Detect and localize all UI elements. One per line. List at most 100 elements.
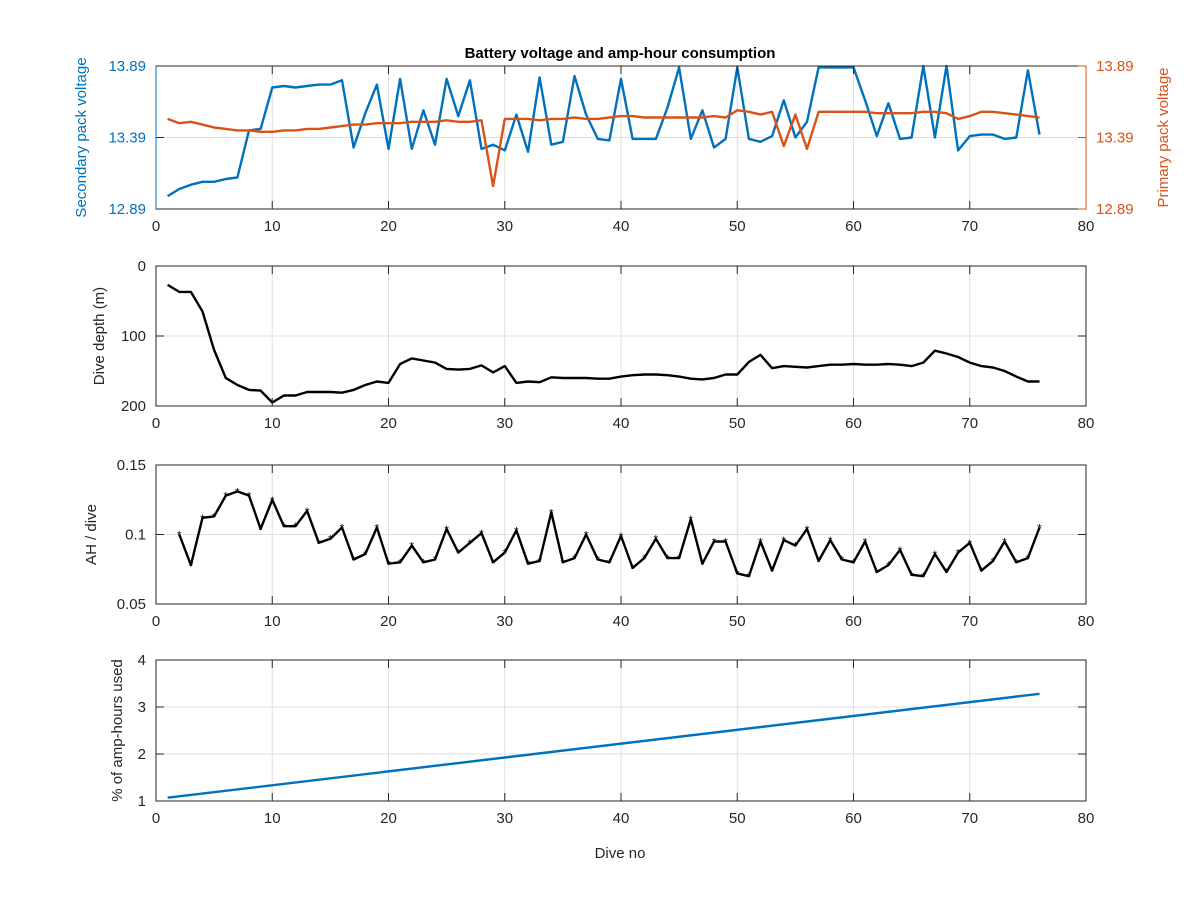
y-tick-label: 100 (121, 328, 146, 345)
x-tick-label: 80 (1078, 810, 1095, 827)
x-tick-label: 80 (1078, 218, 1095, 235)
x-tick-label: 30 (496, 415, 513, 432)
data-point-marker: * (770, 565, 775, 579)
x-tick-label: 10 (264, 415, 281, 432)
data-point-marker: * (270, 494, 275, 508)
data-point-marker: * (851, 556, 856, 570)
data-point-marker: * (421, 556, 426, 570)
data-point-marker: * (282, 520, 287, 534)
data-point-marker: * (584, 529, 589, 543)
data-point-marker: * (781, 534, 786, 548)
data-point-marker: * (1002, 535, 1007, 549)
y-tick-label: 3 (138, 699, 146, 716)
x-tick-label: 0 (152, 218, 160, 235)
data-point-marker: * (688, 513, 693, 527)
x-tick-label: 40 (613, 613, 630, 630)
data-point-marker: * (816, 555, 821, 569)
data-point-marker: * (398, 556, 403, 570)
data-point-marker: * (537, 555, 542, 569)
x-tick-label: 30 (496, 810, 513, 827)
x-tick-label: 50 (729, 415, 746, 432)
x-tick-label: 70 (961, 613, 978, 630)
data-point-marker: * (549, 506, 554, 520)
data-point-marker: * (247, 490, 252, 504)
data-point-marker: * (863, 535, 868, 549)
data-point-marker: * (340, 522, 345, 536)
data-point-marker: * (991, 555, 996, 569)
data-point-marker: * (840, 554, 845, 568)
data-point-marker: * (619, 530, 624, 544)
data-point-marker: * (177, 529, 182, 543)
x-tick-label: 50 (729, 218, 746, 235)
data-point-marker: * (212, 510, 217, 524)
data-point-marker: * (409, 540, 414, 554)
x-tick-label: 10 (264, 218, 281, 235)
data-point-marker: * (712, 535, 717, 549)
y-axis-label: AH / dive (83, 504, 100, 565)
y-tick-label: 13.89 (108, 58, 146, 75)
amp-hours-used-panel: 0 10 20 30 40 50 60 70 80 1 2 3 4 % of amp-hours used (109, 652, 1094, 827)
data-point-marker: * (316, 537, 321, 551)
x-tick-label: 40 (613, 415, 630, 432)
data-point-marker: * (933, 548, 938, 562)
data-point-marker: * (654, 533, 659, 547)
data-point-marker: * (921, 570, 926, 584)
data-point-marker: * (665, 552, 670, 566)
data-point-marker: * (363, 548, 368, 562)
data-point-marker: * (561, 556, 566, 570)
y-axis-label: Secondary pack voltage (73, 57, 90, 217)
x-tick-label: 10 (264, 810, 281, 827)
data-point-marker: * (735, 567, 740, 581)
x-tick-label: 60 (845, 415, 862, 432)
data-point-marker: * (909, 569, 914, 583)
data-point-marker: * (200, 512, 205, 526)
data-point-marker: * (805, 523, 810, 537)
data-point-marker: * (967, 537, 972, 551)
data-point-marker: * (258, 523, 263, 537)
y-tick-label: 4 (138, 652, 146, 669)
y-right-tick-label: 13.89 (1096, 58, 1134, 75)
data-point-marker: * (723, 535, 728, 549)
series-line (166, 283, 1040, 404)
data-point-marker: * (607, 556, 612, 570)
series-line (178, 490, 1041, 578)
x-tick-label: 50 (729, 810, 746, 827)
data-point-marker: * (944, 566, 949, 580)
x-tick-label: 70 (961, 218, 978, 235)
y-tick-label: 200 (121, 398, 146, 415)
data-point-marker: * (886, 559, 891, 573)
data-point-marker: * (526, 558, 531, 572)
x-tick-label: 0 (152, 613, 160, 630)
data-point-marker: * (189, 559, 194, 573)
x-tick-label: 60 (845, 810, 862, 827)
data-point-marker: * (223, 490, 228, 504)
x-tick-label: 40 (613, 218, 630, 235)
data-point-marker: * (479, 527, 484, 541)
x-tick-label: 70 (961, 415, 978, 432)
figure-title: Battery voltage and amp-hour consumption (465, 45, 776, 62)
y-tick-label: 12.89 (108, 201, 146, 218)
data-point-marker: * (874, 566, 879, 580)
data-point-marker: * (956, 547, 961, 561)
data-point-marker: * (700, 558, 705, 572)
x-tick-label: 10 (264, 613, 281, 630)
y-right-axis-label: Primary pack voltage (1155, 67, 1172, 207)
data-point-marker: * (235, 485, 240, 499)
x-tick-label: 20 (380, 415, 397, 432)
y-tick-label: 1 (138, 793, 146, 810)
data-point-marker: * (375, 522, 380, 536)
x-tick-label: 70 (961, 810, 978, 827)
x-tick-label: 30 (496, 218, 513, 235)
y-tick-label: 2 (138, 746, 146, 763)
x-tick-label: 80 (1078, 613, 1095, 630)
data-point-marker: * (433, 554, 438, 568)
data-point-marker: * (747, 570, 752, 584)
x-tick-label: 80 (1078, 415, 1095, 432)
data-point-marker: * (293, 520, 298, 534)
x-tick-label: 20 (380, 613, 397, 630)
data-point-marker: * (468, 537, 473, 551)
y-tick-label: 0.1 (125, 527, 146, 544)
x-tick-label: 40 (613, 810, 630, 827)
secondary-voltage-line (166, 64, 1041, 198)
